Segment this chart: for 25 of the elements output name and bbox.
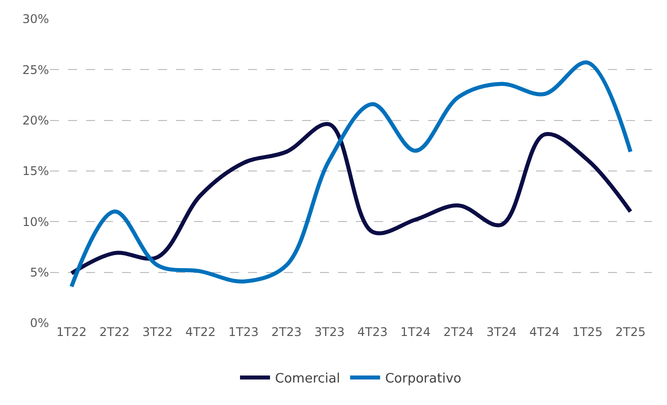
x-tick-label: 4T24 xyxy=(529,325,560,339)
y-tick-label: 30% xyxy=(22,12,49,26)
x-tick-label: 3T23 xyxy=(314,325,345,339)
legend-label: Comercial xyxy=(275,372,340,387)
line-series xyxy=(70,60,632,289)
x-tick-label: 1T23 xyxy=(228,325,259,339)
x-tick-label: 3T24 xyxy=(486,325,517,339)
x-tick-label: 1T24 xyxy=(400,325,431,339)
legend-label: Corporativo xyxy=(385,372,462,387)
y-tick-label: 15% xyxy=(22,164,49,178)
x-tick-label: 2T25 xyxy=(615,325,646,339)
x-tick-label: 2T22 xyxy=(99,325,130,339)
x-tick-label: 4T22 xyxy=(185,325,216,339)
y-tick-label: 10% xyxy=(22,214,49,229)
x-tick-label: 2T24 xyxy=(443,325,474,339)
x-tick-label: 2T23 xyxy=(271,325,302,339)
line-series xyxy=(70,122,632,276)
y-tick-label: 0% xyxy=(30,316,49,330)
x-tick-label: 3T22 xyxy=(142,325,173,339)
y-tick-label: 25% xyxy=(22,62,49,77)
x-tick-label: 1T22 xyxy=(56,325,87,339)
x-tick-label: 4T23 xyxy=(357,325,388,339)
x-tick-label: 1T25 xyxy=(572,325,603,339)
y-tick-label: 5% xyxy=(30,266,49,280)
y-tick-label: 20% xyxy=(22,114,49,128)
